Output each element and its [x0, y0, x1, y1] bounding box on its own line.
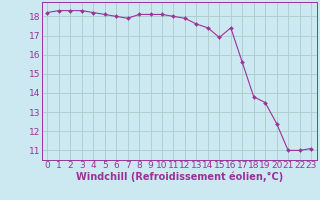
X-axis label: Windchill (Refroidissement éolien,°C): Windchill (Refroidissement éolien,°C): [76, 172, 283, 182]
